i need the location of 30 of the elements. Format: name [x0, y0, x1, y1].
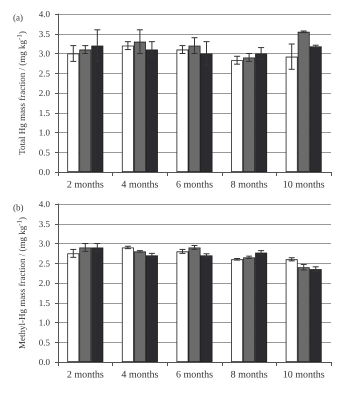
x-tick-label: 8 months: [230, 180, 268, 190]
y-tick-label: 2.5: [38, 258, 50, 268]
x-tick-label: 6 months: [176, 370, 214, 380]
y-tick-label: 1.5: [38, 298, 50, 308]
x-tick-label: 6 months: [176, 180, 214, 190]
chart-title: (b): [13, 202, 24, 212]
y-tick-label: 4.0: [38, 9, 50, 19]
x-tick-label: 10 months: [282, 180, 325, 190]
chart-title: (a): [13, 12, 23, 22]
y-tick-label: 2.0: [38, 88, 50, 98]
x-tick-label: 4 months: [121, 370, 158, 380]
y-tick-label: 3.0: [38, 238, 50, 248]
y-tick-label: 3.5: [38, 218, 50, 229]
y-tick-label: 0.5: [38, 337, 50, 348]
y-tick-label: 4.0: [38, 199, 50, 209]
y-tick-label: 0.0: [38, 167, 50, 177]
x-tick-label: 2 months: [66, 370, 104, 380]
x-tick-label: 4 months: [121, 180, 158, 190]
y-tick-label: 2.0: [38, 278, 50, 288]
x-tick-label: 10 months: [282, 370, 325, 380]
y-tick-label: 0.0: [38, 357, 50, 367]
x-tick-label: 2 months: [66, 180, 104, 190]
y-tick-label: 1.0: [38, 318, 50, 328]
y-tick-label: 1.0: [38, 128, 50, 138]
y-tick-label: 2.5: [38, 68, 50, 78]
y-tick-label: 0.5: [38, 147, 50, 158]
y-tick-label: 3.0: [38, 48, 50, 58]
y-tick-label: 1.5: [38, 108, 50, 118]
x-tick-label: 8 months: [230, 370, 268, 380]
y-tick-label: 3.5: [38, 28, 50, 39]
